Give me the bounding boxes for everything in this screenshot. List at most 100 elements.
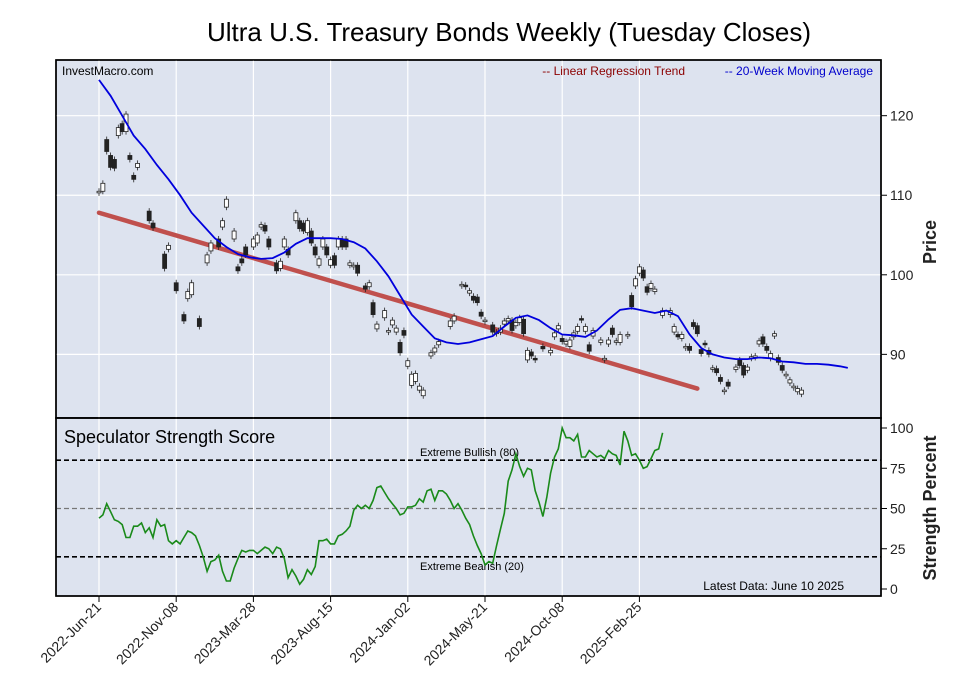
latest-data-annotation: Latest Data: June 10 2025 <box>703 579 844 593</box>
candle-body <box>679 334 685 339</box>
candle-body <box>293 212 299 222</box>
candle-body <box>467 290 472 294</box>
source-label: InvestMacro.com <box>62 64 153 78</box>
candle-body <box>355 264 361 274</box>
candle-body <box>637 266 642 274</box>
x-tick-label: 2023-Mar-28 <box>191 599 259 667</box>
candle-body <box>231 230 237 240</box>
candle-body <box>316 258 322 266</box>
candle-body <box>208 242 214 252</box>
candle-body <box>532 357 538 361</box>
candle-body <box>764 345 770 351</box>
strength-grid <box>98 418 641 596</box>
candle-body <box>243 246 249 256</box>
candle-body <box>223 198 229 208</box>
candle-body <box>733 366 739 370</box>
candle-body <box>146 210 152 222</box>
candle-body <box>575 326 581 332</box>
candle-body <box>779 365 785 371</box>
candle-body <box>104 139 110 152</box>
candle-body <box>582 326 588 332</box>
regression-line <box>96 210 700 391</box>
candle-body <box>555 325 561 330</box>
extreme-bullish-label: Extreme Bullish (80) <box>420 447 519 459</box>
candle-body <box>772 333 777 337</box>
candle-body <box>548 349 554 354</box>
regression-line-group <box>96 210 700 391</box>
candle-body <box>301 222 306 232</box>
moving-average-line <box>98 79 848 369</box>
x-tick-label: 2022-Jun-21 <box>37 599 104 666</box>
candle-body <box>162 253 168 269</box>
candle-body <box>741 365 747 376</box>
candle-body <box>756 340 762 345</box>
candle-body <box>718 377 723 382</box>
candle-body <box>413 373 418 382</box>
candle-body <box>691 322 696 327</box>
extreme-bearish-label: Extreme Bearish (20) <box>420 561 524 573</box>
candle-body <box>135 163 141 168</box>
candle-body <box>463 284 469 288</box>
price-y-tick-label: 120 <box>890 108 914 124</box>
candle-body <box>694 325 700 335</box>
strength-panel-border <box>55 417 882 597</box>
strength-y-tick-label: 0 <box>890 581 898 597</box>
candle-body <box>181 314 187 322</box>
candle-body <box>173 282 179 292</box>
candle-body <box>297 220 303 230</box>
candle-body <box>278 260 283 269</box>
candle-body <box>687 345 692 351</box>
candle-body <box>698 349 704 354</box>
candle-body <box>351 264 357 268</box>
candle-body <box>737 359 743 366</box>
moving-average-group <box>98 79 848 369</box>
x-tick-label: 2023-Aug-15 <box>267 599 336 668</box>
candle-body <box>420 389 426 397</box>
x-tick-label: 2025-Feb-25 <box>577 599 645 667</box>
price-y-tick-label: 90 <box>890 346 906 362</box>
candles-group <box>96 111 804 399</box>
candle-body <box>432 347 438 353</box>
candle-body <box>559 338 565 343</box>
candle-body <box>254 234 260 244</box>
candle-body <box>683 345 689 349</box>
candle-body <box>795 388 801 393</box>
candle-body <box>745 366 750 371</box>
candle-body <box>185 291 191 300</box>
strength-line <box>98 425 664 586</box>
price-y-ticks: 90 100 110 120 <box>881 108 914 362</box>
candle-body <box>490 324 496 333</box>
candle-body <box>609 327 615 335</box>
candle-body <box>281 238 287 248</box>
candle-body <box>274 262 279 272</box>
candle-body <box>644 286 650 293</box>
strength-y-tick-label: 50 <box>890 501 906 517</box>
candle-body <box>312 246 318 256</box>
candle-body <box>563 341 569 345</box>
candle-body <box>567 339 573 347</box>
candle-body <box>721 389 727 393</box>
candle-body <box>324 246 330 256</box>
candle-body <box>517 317 523 323</box>
price-panel <box>55 59 882 419</box>
candle-body <box>521 318 526 335</box>
candle-body <box>671 326 677 333</box>
candle-body <box>96 190 102 194</box>
candle-body <box>235 266 241 272</box>
legend-regression: -- Linear Regression Trend <box>542 64 685 78</box>
candle-body <box>204 254 210 264</box>
x-tick-label: 2024-Oct-08 <box>501 599 567 665</box>
candle-body <box>606 339 611 345</box>
strength-y-tick-label: 100 <box>890 420 914 436</box>
candle-body <box>787 379 793 384</box>
candle-body <box>783 373 789 377</box>
candle-body <box>220 220 225 228</box>
candle-body <box>119 123 125 133</box>
candle-body <box>262 225 268 232</box>
candle-body <box>374 323 380 330</box>
candle-body <box>416 385 422 391</box>
candle-body <box>598 339 604 343</box>
candle-body <box>617 334 623 343</box>
candle-body <box>451 315 457 322</box>
candle-body <box>328 259 334 266</box>
